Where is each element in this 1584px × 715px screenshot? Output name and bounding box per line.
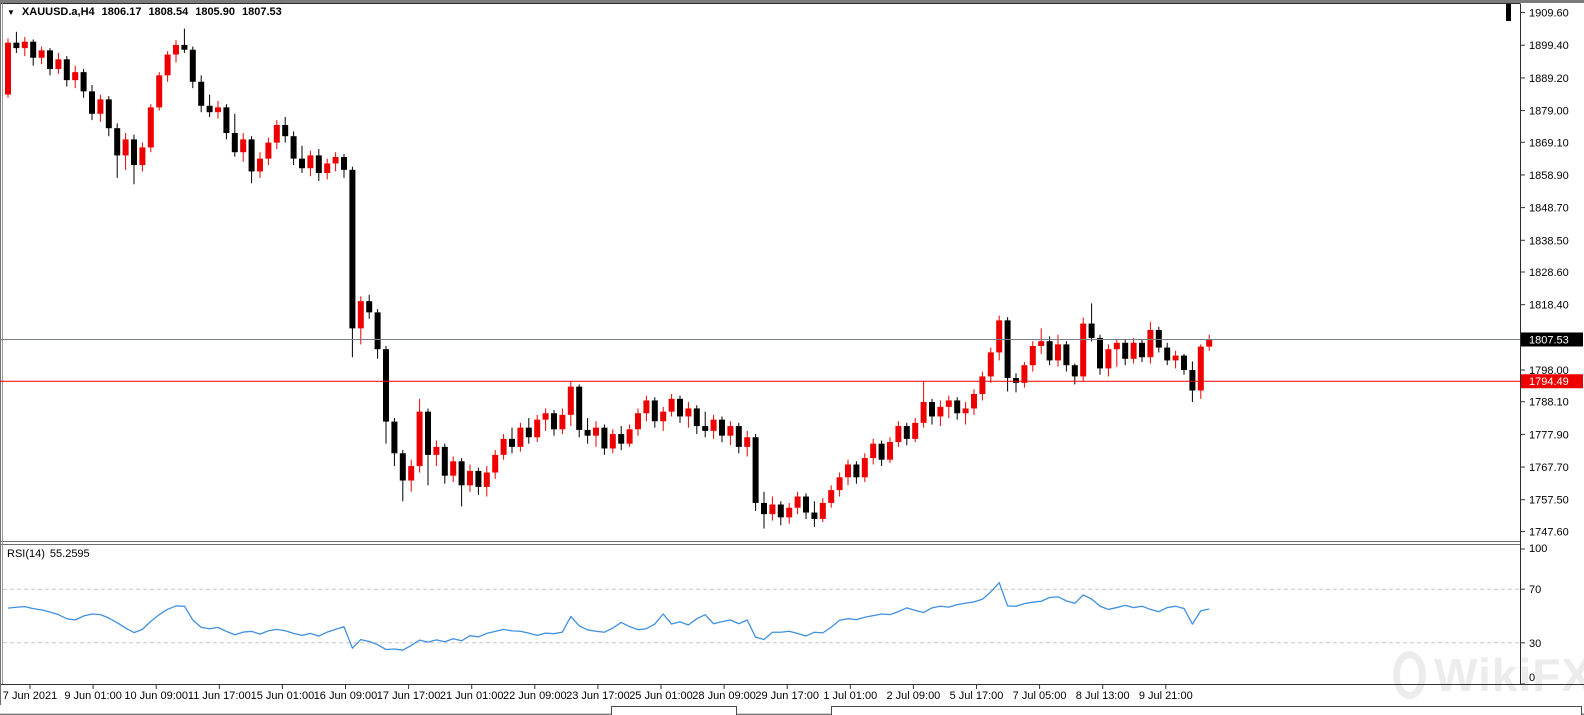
svg-text:1807.53: 1807.53 [1529,334,1569,346]
wikifx-watermark: WikiFX [1393,645,1584,705]
rsi-name: RSI(14) [7,548,45,560]
bottom-panel [0,706,1584,715]
svg-text:1848.70: 1848.70 [1529,203,1569,215]
symbol-period-label: XAUUSD.a,H4 [21,6,95,18]
svg-text:70: 70 [1529,584,1541,596]
svg-text:25 Jun 01:00: 25 Jun 01:00 [629,690,693,702]
ohlc-low: 1805.90 [195,6,235,18]
svg-text:1798.00: 1798.00 [1529,365,1569,377]
rsi-indicator-label: RSI(14) 55.2595 [7,548,90,560]
svg-text:17 Jun 17:00: 17 Jun 17:00 [377,690,441,702]
wikifx-logo-icon [1393,651,1427,699]
svg-text:1909.60: 1909.60 [1529,8,1569,20]
svg-text:8 Jul 13:00: 8 Jul 13:00 [1076,690,1130,702]
symbol-dropdown-icon[interactable]: ▼ [7,7,15,17]
svg-text:22 Jun 09:00: 22 Jun 09:00 [503,690,567,702]
svg-text:1879.00: 1879.00 [1529,106,1569,118]
svg-text:1889.20: 1889.20 [1529,73,1569,85]
bottom-tab-1[interactable] [611,706,737,715]
ohlc-close: 1807.53 [241,6,282,18]
svg-text:1899.40: 1899.40 [1529,40,1569,52]
svg-text:1838.50: 1838.50 [1529,235,1569,247]
svg-text:7 Jul 05:00: 7 Jul 05:00 [1013,690,1067,702]
price-axis[interactable]: 1909.60 1899.40 1889.20 1879.00 1869.10 1858.… [1520,8,1569,539]
svg-text:1794.49: 1794.49 [1529,376,1569,388]
svg-text:5 Jul 17:00: 5 Jul 17:00 [950,690,1004,702]
svg-text:9 Jul 21:00: 9 Jul 21:00 [1139,690,1193,702]
svg-text:1747.60: 1747.60 [1529,526,1569,538]
svg-text:23 Jun 17:00: 23 Jun 17:00 [566,690,630,702]
svg-text:29 Jun 17:00: 29 Jun 17:00 [755,690,819,702]
svg-text:2 Jul 09:00: 2 Jul 09:00 [886,690,940,702]
svg-text:1777.90: 1777.90 [1529,429,1569,441]
rsi-value: 55.2595 [49,548,90,560]
svg-text:1869.10: 1869.10 [1529,137,1569,149]
svg-text:7 Jun 2021: 7 Jun 2021 [3,690,57,702]
svg-text:1767.70: 1767.70 [1529,462,1569,474]
rsi-level-lines [3,588,1520,644]
svg-text:1828.60: 1828.60 [1529,267,1569,279]
svg-text:9 Jun 01:00: 9 Jun 01:00 [64,690,122,702]
svg-text:30: 30 [1529,638,1541,650]
time-axis[interactable]: 7 Jun 2021 9 Jun 01:00 10 Jun 09:00 11 Jun … [3,684,1193,702]
rsi-line [7,581,1210,651]
ohlc-high: 1808.54 [148,6,189,18]
svg-text:10 Jun 09:00: 10 Jun 09:00 [124,690,188,702]
alert-price-tag: 1794.49 [1521,374,1583,389]
svg-text:1788.10: 1788.10 [1529,397,1569,409]
rsi-axis[interactable]: 100 70 30 0 [1520,543,1547,685]
svg-text:16 Jun 09:00: 16 Jun 09:00 [314,690,378,702]
svg-text:1 Jul 01:00: 1 Jul 01:00 [823,690,877,702]
wikifx-watermark-text: WikiFX [1434,649,1584,701]
bottom-tab-2[interactable] [831,706,1582,715]
svg-text:15 Jun 01:00: 15 Jun 01:00 [251,690,315,702]
bid-price-tag: 1807.53 [1521,332,1583,347]
ohlc-open: 1806.17 [101,6,142,18]
svg-text:1858.90: 1858.90 [1529,170,1569,182]
svg-text:0: 0 [1529,672,1535,684]
symbol-info: ▼ XAUUSD.a,H4 1806.17 1808.54 1805.90 18… [7,6,282,18]
svg-text:11 Jun 17:00: 11 Jun 17:00 [188,690,251,702]
svg-text:1757.50: 1757.50 [1529,495,1569,507]
svg-text:28 Jun 09:00: 28 Jun 09:00 [692,690,756,702]
candlesticks [5,28,1213,529]
svg-text:1818.40: 1818.40 [1529,300,1569,312]
svg-text:21 Jun 01:00: 21 Jun 01:00 [440,690,504,702]
svg-text:100: 100 [1529,543,1547,555]
